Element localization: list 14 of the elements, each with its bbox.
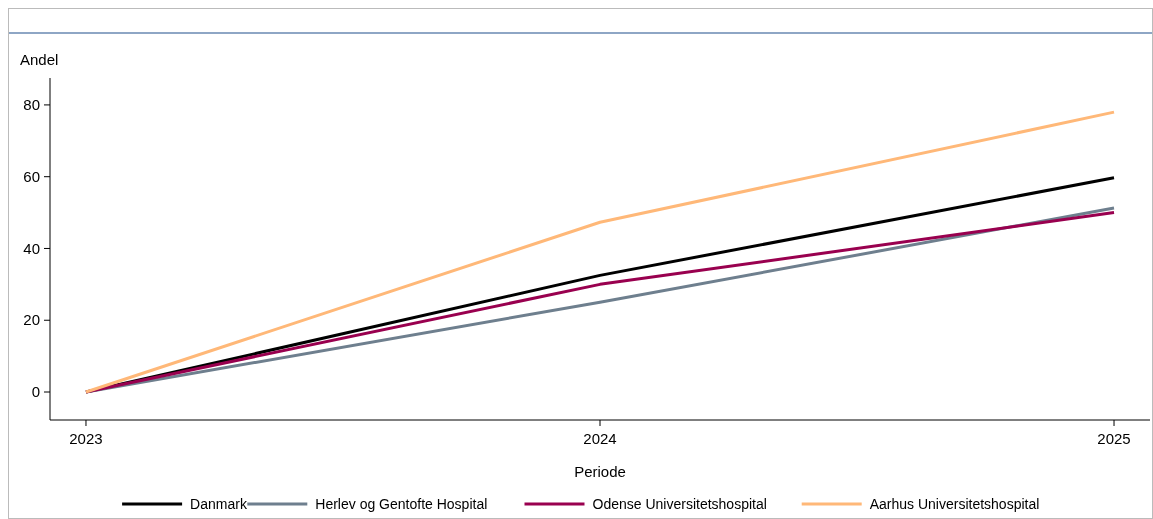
y-tick-label: 0 <box>31 383 40 401</box>
legend-label: Odense Universitetshospital <box>592 495 767 512</box>
x-axis-title: Periode <box>574 463 626 480</box>
y-tick-label: 80 <box>23 96 40 114</box>
legend-label: Danmark <box>190 495 248 512</box>
y-tick-label: 60 <box>23 167 40 185</box>
y-tick-label: 40 <box>23 239 40 257</box>
x-tick-label: 2023 <box>69 430 103 447</box>
legend-label: Aarhus Universitetshospital <box>869 495 1040 512</box>
y-tick-label: 20 <box>23 311 40 329</box>
y-axis-title: Andel <box>20 51 59 68</box>
x-tick-label: 2025 <box>1097 430 1131 447</box>
legend-label: Herlev og Gentofte Hospital <box>315 495 488 512</box>
x-tick-label: 2024 <box>583 430 617 447</box>
